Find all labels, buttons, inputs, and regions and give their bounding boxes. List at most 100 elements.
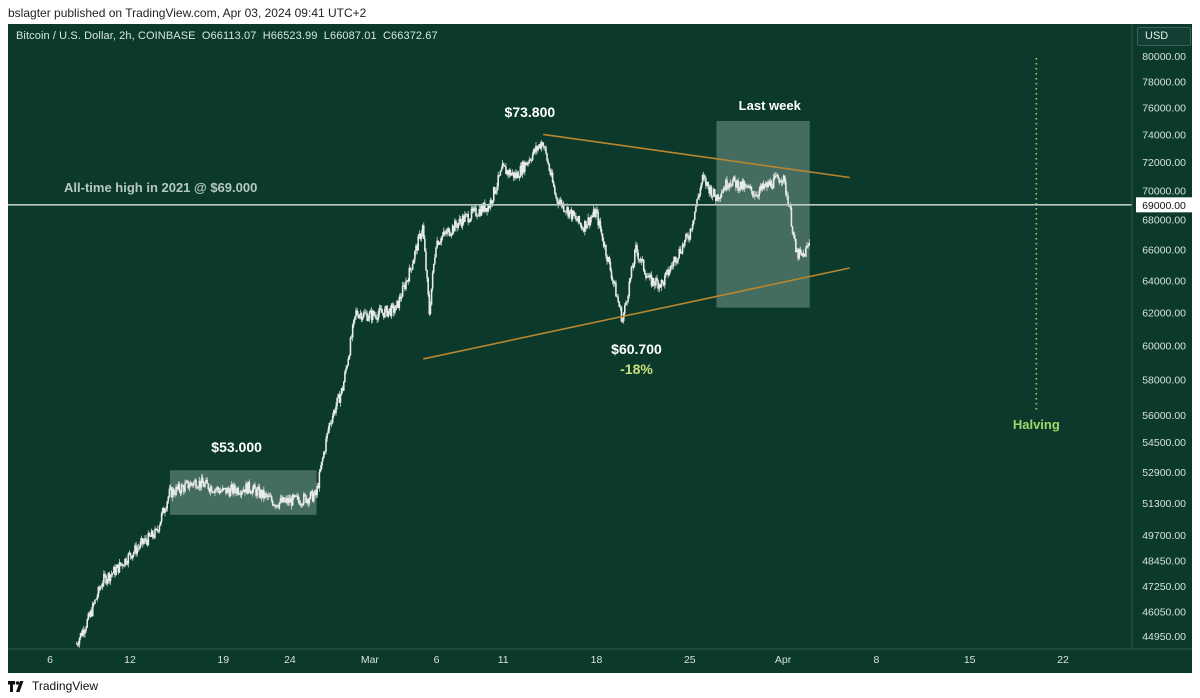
candle-body [255,488,257,496]
candle-body [305,495,307,503]
candle-body [712,189,715,196]
y-tick-label: 60000.00 [1142,340,1186,352]
candle-body [803,253,806,257]
candle-body [706,181,708,186]
candle-body [728,183,731,188]
candle-body [697,197,699,200]
candle-body [629,277,632,282]
candle-body [449,235,452,236]
candle-body [157,530,160,532]
candle-body [574,215,576,217]
candle-body [801,252,804,256]
candle-body [384,308,386,318]
candle-body [325,438,327,452]
candle-body [329,423,332,424]
y-tick-label: 76000.00 [1142,103,1186,115]
candle-body [447,228,450,231]
candle-body [436,240,438,248]
candle-body [260,490,263,498]
halving-label: Halving [1013,417,1060,432]
footer-brand[interactable]: TradingView [32,679,99,693]
candle-body [200,477,203,488]
candle-body [618,301,621,307]
candle-body [796,249,798,253]
tradingview-logo-icon[interactable] [8,680,26,692]
candle-body [750,186,753,191]
candle-body [584,221,586,232]
candle-body [434,257,436,264]
candle-body [587,217,589,225]
candle-body [159,521,162,526]
candle-body [451,225,454,234]
ohlc-high: H66523.99 [262,30,318,42]
candle-body [594,209,596,218]
candle-body [365,312,367,314]
candle-body [805,247,807,257]
candle-body [800,252,803,254]
candle-body [415,245,417,252]
candle-body [635,245,637,250]
candle-body [663,275,666,286]
candle-body [87,613,90,620]
candle-body [368,312,371,319]
candle-body [760,185,763,190]
candle-body [271,500,274,506]
candle-body [608,257,611,262]
candle-body [149,535,152,537]
candle-body [410,269,413,271]
candle-body [723,188,726,191]
candle-body [541,142,544,146]
candle-body [404,284,406,289]
candle-body [717,194,719,200]
candle-body [185,481,187,484]
candle-body [84,630,86,634]
candle-body [378,308,381,314]
candle-body [612,280,615,284]
candle-body [424,238,426,252]
candle-body [109,575,112,582]
candle-body [575,215,577,220]
candle-body [659,284,662,288]
candle-body [595,209,597,218]
candle-body [392,305,395,313]
candle-body [617,296,619,302]
candle-body [520,165,523,175]
candle-body [397,300,400,308]
upper-trendline [543,133,850,179]
y-tick-label: 62000.00 [1142,307,1186,319]
candle-body [496,186,498,192]
candle-body [147,532,150,546]
candle-body [540,142,543,149]
candle-body [673,256,676,261]
candle-body [648,275,651,278]
currency-badge[interactable]: USD [1137,27,1191,46]
candle-body [422,225,425,239]
candle-body [119,562,122,566]
candle-body [290,498,293,506]
candle-body [168,488,171,497]
candle-body [461,215,464,227]
candle-body [705,178,707,186]
candle-body [607,257,609,262]
candle-body [246,483,248,494]
candle-body [330,422,333,424]
candle-body [639,259,642,262]
candle-body [487,205,489,212]
candle-body [444,231,446,233]
candle-body [364,312,366,314]
candle-body [588,217,591,226]
candle-body [579,222,582,225]
candle-body [352,319,355,325]
candle-body [155,528,157,530]
chart-title: Bitcoin / U.S. Dollar, 2h, COINBASE O661… [16,30,438,42]
x-tick-label: 8 [873,654,879,666]
candle-body [469,218,472,222]
candle-body [736,180,738,188]
candle-body [490,200,493,204]
candle-body [90,610,93,617]
bitcoin-price-chart[interactable]: All-time high in 2021 @ $69.000 $73.800 $6… [8,24,1192,673]
candle-body [174,494,176,495]
candle-body [627,296,629,302]
candle-body [680,253,683,254]
candle-body [708,186,711,194]
